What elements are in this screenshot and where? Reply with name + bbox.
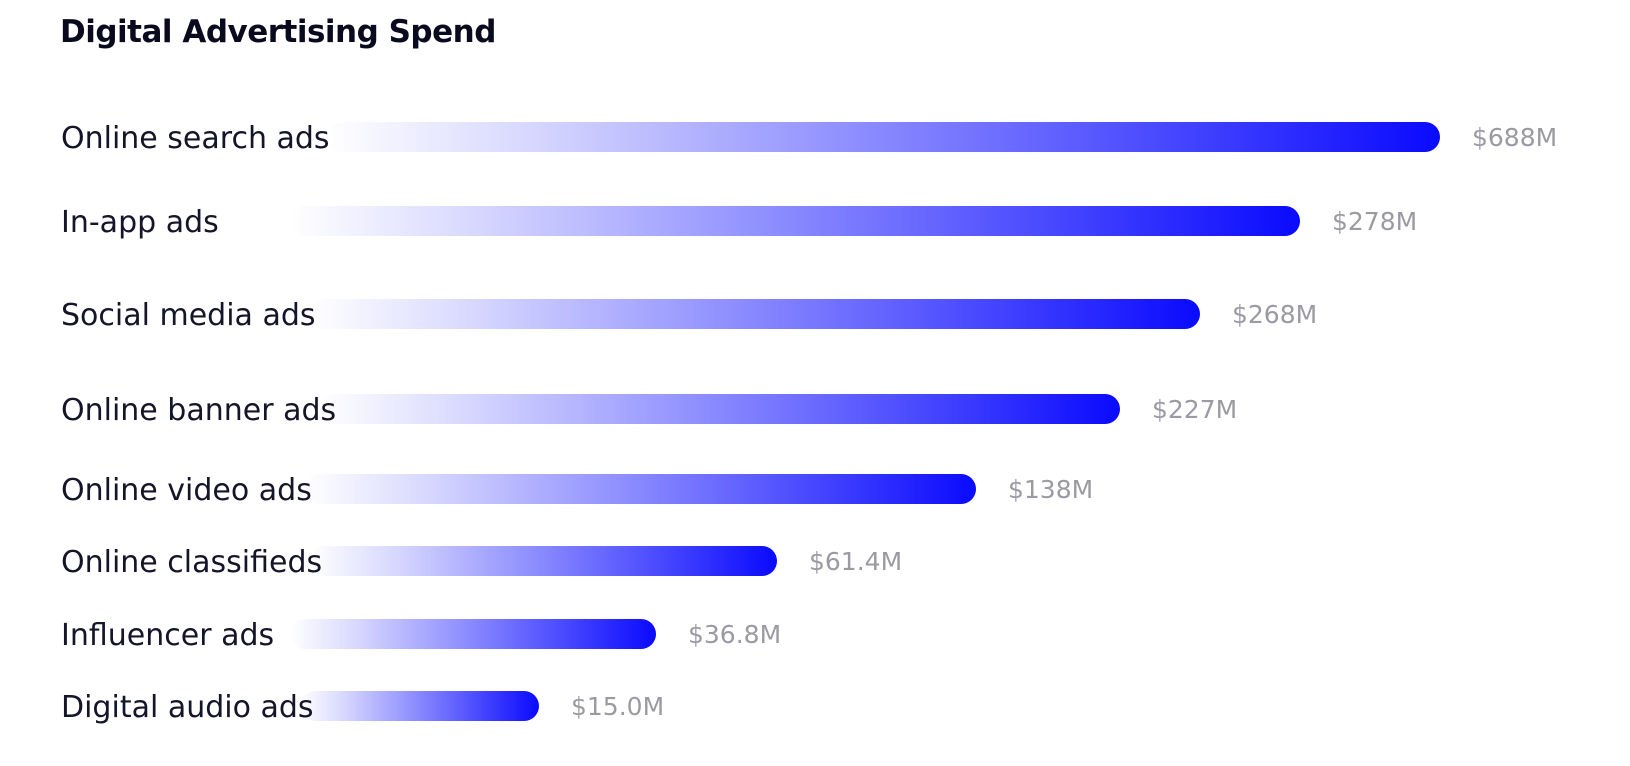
chart-title: Digital Advertising Spend	[60, 14, 496, 50]
bars-layer	[290, 122, 1440, 721]
category-label: In-app ads	[61, 205, 219, 240]
bar-influencer-ads	[290, 619, 656, 649]
bar-online-classifieds	[310, 546, 777, 576]
category-label: Influencer ads	[61, 618, 274, 653]
bar-in-app-ads	[290, 206, 1300, 236]
value-label: $138M	[1008, 475, 1093, 504]
bar-online-banner-ads	[320, 394, 1120, 424]
bar-online-video-ads	[305, 474, 976, 504]
value-label: $268M	[1232, 300, 1317, 329]
category-label: Online classifieds	[61, 545, 322, 580]
value-label: $227M	[1152, 395, 1237, 424]
bar-social-media-ads	[310, 299, 1200, 329]
value-label: $278M	[1332, 207, 1417, 236]
value-label: $36.8M	[688, 620, 781, 649]
category-label: Online banner ads	[61, 393, 336, 428]
value-label: $61.4M	[809, 547, 902, 576]
value-label: $688M	[1472, 123, 1557, 152]
value-label: $15.0M	[571, 692, 664, 721]
bar-online-search-ads	[325, 122, 1440, 152]
category-label: Online search ads	[61, 121, 330, 156]
category-label: Online video ads	[61, 473, 312, 508]
labels-layer: Online search ads $688M In-app ads $278M Soc…	[61, 121, 1557, 725]
bar-digital-audio-ads	[300, 691, 539, 721]
category-label: Digital audio ads	[61, 690, 314, 725]
category-label: Social media ads	[61, 298, 316, 333]
